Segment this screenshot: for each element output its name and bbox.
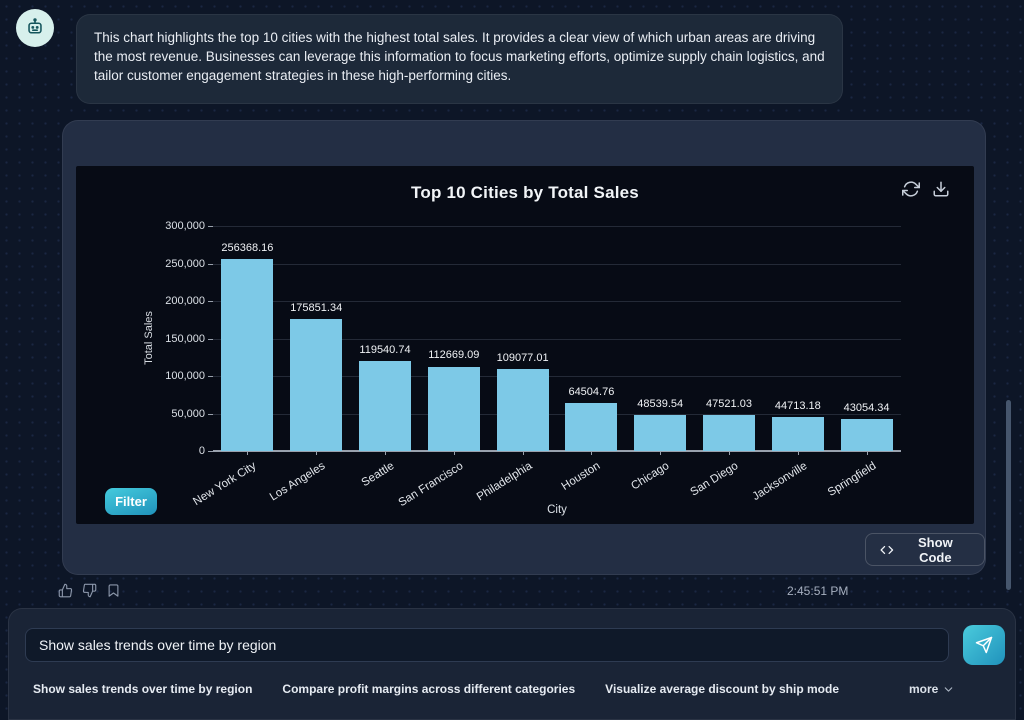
assistant-avatar [16,9,54,47]
refresh-icon[interactable] [902,180,920,198]
x-tick [453,451,455,455]
x-tick [660,451,662,455]
gridline [213,226,901,227]
bar-value-label: 64504.76 [568,385,615,398]
x-tick-label: Jacksonville [750,460,810,504]
bar-san-diego[interactable] [703,415,755,451]
x-tick [797,451,799,455]
y-tick-label: 0 [198,445,205,457]
bar-new-york-city[interactable] [221,258,274,451]
x-tick-label: Houston [560,460,603,493]
bar-value-label: 47521.03 [706,398,752,411]
thumbs-down-icon[interactable] [82,583,98,599]
gridline [213,263,901,265]
assistant-message: This chart highlights the top 10 cities … [76,14,843,104]
chart-card: Top 10 Cities by Total Sales Total Sales… [62,120,986,575]
x-tick-label: San Diego [688,460,741,499]
bar-san-francisco[interactable] [427,366,480,451]
bar-value-label: 43054.34 [843,401,890,414]
chart-toolbar [902,180,950,198]
bar-springfield[interactable] [840,418,893,451]
suggestion-chips: Show sales trends over time by region Co… [33,682,955,696]
y-tick [208,301,213,302]
scrollbar-thumb[interactable] [1006,400,1011,590]
y-tick-label: 300,000 [165,220,205,232]
message-timestamp: 2:45:51 PM [787,584,849,598]
y-tick-label: 150,000 [165,332,205,345]
bar-los-angeles[interactable] [290,319,343,451]
suggestion-chip-discount-ship-mode[interactable]: Visualize average discount by ship mode [605,682,840,696]
chart-title: Top 10 Cities by Total Sales [411,183,639,202]
x-tick [385,451,386,455]
bar-chicago[interactable] [634,414,687,451]
x-tick-label: Chicago [629,460,672,493]
bar-value-label: 48539.54 [637,397,684,410]
y-tick [208,413,213,415]
x-tick [729,451,730,455]
show-code-label: Show Code [918,534,953,565]
y-tick-label: 250,000 [165,257,205,270]
x-tick [247,451,249,455]
x-tick-label: San Francisco [396,460,466,510]
bar-value-label: 109077.01 [496,352,549,365]
thumbs-up-icon[interactable] [58,583,74,599]
bar-value-label: 119540.74 [359,344,411,357]
bar-philadelphia[interactable] [496,369,549,451]
y-tick [208,376,213,377]
suggestion-chip-sales-trends[interactable]: Show sales trends over time by region [33,682,253,696]
y-tick-label: 50,000 [171,407,205,420]
gridline [213,376,901,377]
x-tick-label: Philadelphia [474,460,534,504]
bookmark-icon[interactable] [106,583,122,599]
y-tick [208,226,213,227]
bar-value-label: 44713.18 [774,400,821,413]
code-icon [880,545,894,554]
x-axis-title: City [547,504,567,516]
chevron-down-icon [945,686,953,692]
download-icon[interactable] [932,180,950,198]
x-axis-line [213,450,901,452]
x-tick [591,451,593,455]
suggestion-more-button[interactable]: more [909,682,955,696]
show-code-button[interactable]: Show Code [865,533,985,566]
send-button[interactable] [963,625,1005,665]
suggestion-chip-profit-margins[interactable]: Compare profit margins across different … [282,682,576,696]
composer-panel: Show sales trends over time by region Co… [8,608,1016,720]
y-tick [208,338,213,340]
bar-jacksonville[interactable] [771,417,824,451]
x-tick-label: Seattle [359,460,397,490]
x-tick-label: Los Angeles [268,460,328,504]
gridline [213,338,901,340]
assistant-message-text: This chart highlights the top 10 cities … [94,30,825,84]
filter-button[interactable]: Filter [105,488,157,515]
bar-houston[interactable] [565,402,618,451]
y-tick-label: 200,000 [165,295,205,307]
bar-value-label: 112669.09 [428,349,480,362]
y-tick [208,451,213,452]
chart-panel: Top 10 Cities by Total Sales Total Sales… [76,166,974,524]
x-tick [522,451,524,455]
x-tick-label: Springfield [825,460,878,499]
gridline [213,301,901,302]
x-tick [316,451,318,455]
more-label: more [909,682,939,696]
x-tick [866,451,868,455]
robot-icon [28,18,42,34]
bar-value-label: 175851.34 [290,302,343,315]
gridline [213,413,901,415]
y-tick [208,263,213,265]
bar-value-label: 256368.16 [221,241,274,254]
send-icon [975,636,993,654]
plot-area [213,226,901,452]
bar-seattle[interactable] [359,361,411,451]
feedback-row [58,583,122,599]
x-tick-label: New York City [191,460,259,509]
chat-input[interactable] [25,628,949,662]
y-tick-label: 100,000 [165,370,205,382]
